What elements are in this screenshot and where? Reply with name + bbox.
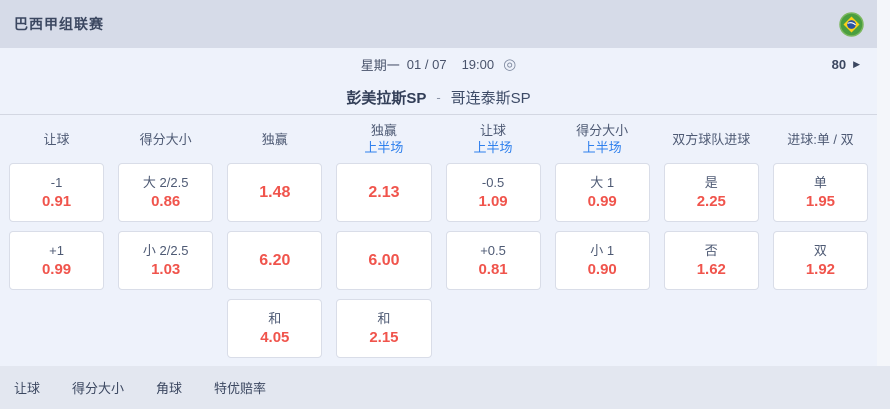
match-info-bar: 星期一 01 / 07 19:00 ◎ [0, 48, 877, 80]
league-title: 巴西甲组联赛 [14, 16, 104, 32]
bet-line: 大 2/2.5 [142, 175, 189, 190]
scrollbar[interactable] [877, 0, 890, 409]
away-team-name: 哥连泰斯SP [450, 89, 531, 107]
odds-cell-handicap-home[interactable]: -1 0.91 [9, 163, 105, 222]
odds-cell-moneyline-first-half-away[interactable]: 6.00 [336, 231, 432, 290]
column-label: 进球:单 / 双 [787, 131, 854, 147]
odds-grid: -1 0.91 大 2/2.5 0.86 1.48 2.13 -0.5 1.09… [9, 163, 868, 358]
odds-cell-handicap-first-half-away[interactable]: +0.5 0.81 [445, 231, 541, 290]
odds-cell-moneyline-draw[interactable]: 和 4.05 [227, 299, 323, 358]
bet-odds: 1.09 [478, 193, 508, 210]
bet-line: -1 [50, 175, 63, 190]
column-label: 双方球队进球 [672, 131, 751, 147]
bet-odds: 2.15 [369, 329, 399, 346]
odds-cell-total-first-half-over[interactable]: 大 1 0.99 [554, 163, 650, 222]
bet-odds: 4.05 [260, 329, 290, 346]
bet-odds: 0.86 [151, 193, 181, 210]
odds-cell-total-first-half-under[interactable]: 小 1 0.90 [554, 231, 650, 290]
league-header-bar: 巴西甲组联赛 [0, 0, 890, 48]
column-header-over-under-first-half[interactable]: 得分大小 上半场 [555, 116, 650, 162]
market-tabs-bar: 让球 得分大小 角球 特优赔率 [0, 366, 890, 409]
column-header-handicap-first-half[interactable]: 让球 上半场 [446, 116, 541, 162]
weekday-label: 星期一 [360, 57, 400, 73]
odds-cell-moneyline-away[interactable]: 6.20 [227, 231, 323, 290]
column-header-goals-odd-even: 进球:单 / 双 [773, 116, 868, 162]
column-label: 独赢 [261, 131, 288, 147]
column-sublabel-first-half: 上半场 [582, 140, 622, 155]
bet-odds: 2.25 [696, 193, 726, 210]
bet-line: 大 1 [590, 175, 615, 190]
odds-cell-total-over[interactable]: 大 2/2.5 0.86 [118, 163, 214, 222]
bet-odds: 6.20 [259, 252, 291, 269]
bet-line: +1 [49, 243, 64, 258]
bet-odds: 1.95 [805, 193, 836, 210]
bet-line: 小 1 [590, 243, 615, 258]
column-header-handicap: 让球 [9, 116, 104, 162]
brazil-flag-icon [839, 12, 864, 37]
bet-line: +0.5 [480, 243, 506, 258]
odds-cell-both-teams-score-no[interactable]: 否 1.62 [663, 231, 759, 290]
bet-odds: 0.99 [587, 193, 617, 210]
tab-corners[interactable]: 角球 [156, 381, 183, 396]
bet-odds: 1.03 [151, 261, 181, 278]
bet-line: 和 [377, 311, 391, 326]
odds-cell-goals-even[interactable]: 双 1.92 [772, 231, 868, 290]
live-bet-target-icon: ◎ [503, 55, 517, 73]
more-markets-button[interactable]: 80 ▶ [832, 48, 860, 80]
column-label: 得分大小 [576, 123, 629, 138]
tab-over-under[interactable]: 得分大小 [72, 381, 125, 396]
time-label: 19:00 [461, 56, 495, 72]
bet-line: 和 [268, 311, 282, 326]
bet-odds: 2.13 [368, 184, 400, 201]
odds-cell-total-under[interactable]: 小 2/2.5 1.03 [118, 231, 214, 290]
bet-odds: 6.00 [368, 252, 400, 269]
odds-cell-both-teams-score-yes[interactable]: 是 2.25 [663, 163, 759, 222]
chevron-right-icon: ▶ [853, 58, 860, 69]
column-header-row: 让球 得分大小 独赢 独赢 上半场 让球 上半场 得分大小 上半场 [9, 116, 868, 162]
date-label: 01 / 07 [406, 56, 447, 72]
column-sublabel-first-half: 上半场 [473, 140, 513, 155]
tab-special-odds[interactable]: 特优赔率 [214, 381, 267, 396]
odds-cell-moneyline-home[interactable]: 1.48 [227, 163, 323, 222]
market-count: 80 [831, 56, 847, 72]
column-label: 让球 [43, 131, 70, 147]
tab-handicap[interactable]: 让球 [14, 381, 41, 396]
odds-cell-moneyline-first-half-draw[interactable]: 和 2.15 [336, 299, 432, 358]
column-label: 让球 [480, 123, 507, 138]
teams-row: 彭美拉斯SP - 哥连泰斯SP [0, 80, 877, 115]
bet-odds: 0.90 [587, 261, 617, 278]
bet-line: 单 [813, 175, 827, 190]
bet-odds: 0.91 [41, 193, 72, 210]
column-label: 得分大小 [139, 131, 192, 147]
bet-line: 否 [704, 243, 718, 258]
column-header-both-teams-score: 双方球队进球 [664, 116, 759, 162]
column-header-moneyline-first-half[interactable]: 独赢 上半场 [336, 116, 431, 162]
bet-line: 小 2/2.5 [142, 243, 189, 258]
bet-odds: 1.62 [696, 261, 726, 278]
bet-line: 双 [813, 243, 827, 258]
home-team-name: 彭美拉斯SP [346, 89, 427, 107]
column-sublabel-first-half: 上半场 [364, 140, 404, 155]
team-separator: - [436, 89, 441, 105]
column-label: 独赢 [370, 123, 397, 138]
column-header-moneyline: 独赢 [227, 116, 322, 162]
odds-table: 让球 得分大小 独赢 独赢 上半场 让球 上半场 得分大小 上半场 [0, 116, 877, 358]
odds-cell-moneyline-first-half-home[interactable]: 2.13 [336, 163, 432, 222]
bet-line: 是 [704, 175, 718, 190]
odds-cell-handicap-first-half-home[interactable]: -0.5 1.09 [445, 163, 541, 222]
bet-odds: 1.92 [805, 261, 836, 278]
bet-odds: 1.48 [259, 184, 291, 201]
odds-cell-handicap-away[interactable]: +1 0.99 [9, 231, 105, 290]
column-header-over-under: 得分大小 [118, 116, 213, 162]
bet-line: -0.5 [481, 175, 505, 190]
odds-cell-goals-odd[interactable]: 单 1.95 [772, 163, 868, 222]
bet-odds: 0.81 [478, 261, 508, 278]
bet-odds: 0.99 [41, 261, 72, 278]
